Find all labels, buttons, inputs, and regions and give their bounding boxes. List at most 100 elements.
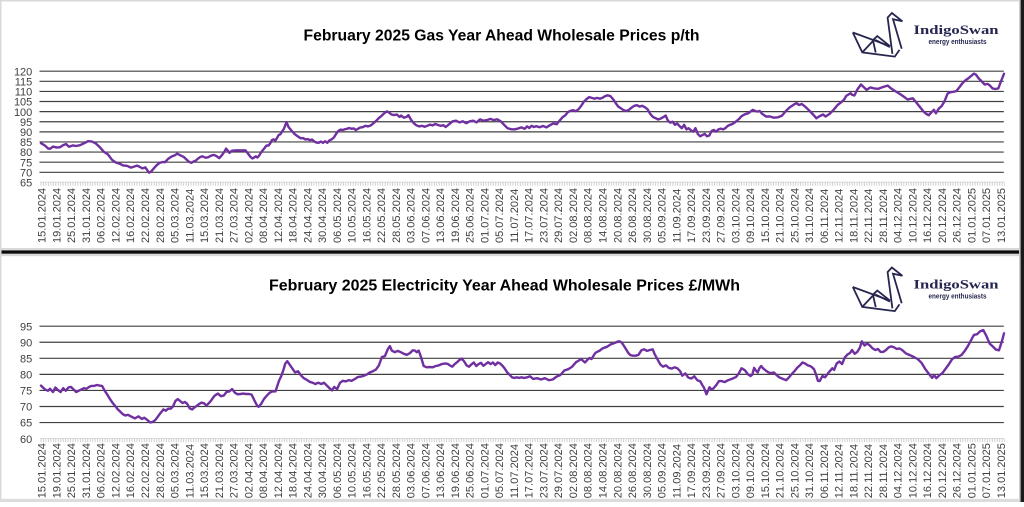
svg-text:75: 75 <box>20 386 32 398</box>
svg-text:04.12.2024: 04.12.2024 <box>893 443 905 498</box>
svg-text:IndigoSwan: IndigoSwan <box>914 277 1000 292</box>
svg-text:29.07.2024: 29.07.2024 <box>553 188 565 243</box>
svg-text:09.10.2024: 09.10.2024 <box>745 443 757 498</box>
svg-text:24.04.2024: 24.04.2024 <box>302 443 314 498</box>
svg-text:17.07.2024: 17.07.2024 <box>524 188 536 243</box>
svg-text:13.01.2025: 13.01.2025 <box>996 188 1008 243</box>
svg-text:25.01.2024: 25.01.2024 <box>66 188 78 243</box>
svg-text:25.10.2024: 25.10.2024 <box>789 188 801 243</box>
svg-text:11.03.2024: 11.03.2024 <box>184 189 196 243</box>
svg-text:15.10.2024: 15.10.2024 <box>760 188 772 243</box>
svg-text:08.04.2024: 08.04.2024 <box>258 188 270 243</box>
svg-text:70: 70 <box>20 402 32 414</box>
svg-text:22.05.2024: 22.05.2024 <box>376 188 388 243</box>
svg-text:16.02.2024: 16.02.2024 <box>125 188 137 243</box>
svg-text:20.12.2024: 20.12.2024 <box>937 188 949 243</box>
svg-text:21.03.2024: 21.03.2024 <box>214 188 226 243</box>
svg-text:110: 110 <box>15 87 33 99</box>
svg-text:90: 90 <box>20 337 32 349</box>
svg-text:08.08.2024: 08.08.2024 <box>583 188 595 243</box>
svg-text:65: 65 <box>20 178 32 190</box>
svg-text:28.11.2024: 28.11.2024 <box>878 444 890 498</box>
svg-text:15.03.2024: 15.03.2024 <box>199 188 211 243</box>
svg-text:11.07.2024: 11.07.2024 <box>509 444 521 498</box>
svg-text:07.01.2025: 07.01.2025 <box>981 443 993 498</box>
svg-text:13.06.2024: 13.06.2024 <box>435 188 447 243</box>
svg-text:28.02.2024: 28.02.2024 <box>155 443 167 498</box>
svg-text:25.06.2024: 25.06.2024 <box>465 188 477 243</box>
svg-text:65: 65 <box>20 418 32 430</box>
svg-text:17.09.2024: 17.09.2024 <box>686 443 698 498</box>
svg-text:15.10.2024: 15.10.2024 <box>760 443 772 498</box>
svg-text:05.07.2024: 05.07.2024 <box>494 443 506 498</box>
svg-text:02.04.2024: 02.04.2024 <box>243 443 255 498</box>
svg-text:26.08.2024: 26.08.2024 <box>627 188 639 243</box>
svg-text:19.06.2024: 19.06.2024 <box>450 188 462 243</box>
svg-text:22.02.2024: 22.02.2024 <box>140 443 152 498</box>
svg-text:01.07.2024: 01.07.2024 <box>479 443 491 498</box>
svg-text:27.09.2024: 27.09.2024 <box>716 188 728 243</box>
svg-text:06.05.2024: 06.05.2024 <box>332 188 344 243</box>
svg-text:18.04.2024: 18.04.2024 <box>288 188 300 243</box>
svg-text:16.12.2024: 16.12.2024 <box>922 188 934 243</box>
svg-text:30.04.2024: 30.04.2024 <box>317 443 329 498</box>
svg-text:12.02.2024: 12.02.2024 <box>111 188 123 243</box>
svg-text:31.01.2024: 31.01.2024 <box>81 188 93 243</box>
svg-text:21.10.2024: 21.10.2024 <box>775 188 787 243</box>
svg-text:10.12.2024: 10.12.2024 <box>907 188 919 243</box>
svg-text:12.04.2024: 12.04.2024 <box>273 443 285 498</box>
svg-text:80: 80 <box>20 370 32 382</box>
svg-text:25.06.2024: 25.06.2024 <box>465 443 477 498</box>
svg-text:21.03.2024: 21.03.2024 <box>214 443 226 498</box>
svg-text:13.06.2024: 13.06.2024 <box>435 443 447 498</box>
svg-text:26.12.2024: 26.12.2024 <box>952 443 964 498</box>
svg-text:28.11.2024: 28.11.2024 <box>878 189 890 243</box>
svg-text:06.02.2024: 06.02.2024 <box>96 188 108 243</box>
svg-text:15.01.2024: 15.01.2024 <box>37 443 49 498</box>
svg-text:IndigoSwan: IndigoSwan <box>914 22 1000 37</box>
svg-text:25.10.2024: 25.10.2024 <box>789 443 801 498</box>
svg-text:18.11.2024: 18.11.2024 <box>848 444 860 498</box>
svg-text:02.08.2024: 02.08.2024 <box>568 188 580 243</box>
svg-text:31.01.2024: 31.01.2024 <box>81 443 93 498</box>
svg-text:27.03.2024: 27.03.2024 <box>229 188 241 243</box>
svg-text:08.08.2024: 08.08.2024 <box>583 443 595 498</box>
svg-text:energy enthusiasts: energy enthusiasts <box>929 39 987 46</box>
svg-text:09.10.2024: 09.10.2024 <box>745 188 757 243</box>
svg-text:23.09.2024: 23.09.2024 <box>701 443 713 498</box>
svg-text:01.01.2025: 01.01.2025 <box>967 188 979 243</box>
svg-text:60: 60 <box>20 434 32 446</box>
svg-text:11.07.2024: 11.07.2024 <box>509 189 521 243</box>
svg-text:05.07.2024: 05.07.2024 <box>494 188 506 243</box>
svg-text:18.11.2024: 18.11.2024 <box>848 189 860 243</box>
svg-text:22.11.2024: 22.11.2024 <box>863 444 875 498</box>
svg-text:95: 95 <box>20 117 32 129</box>
svg-text:01.01.2025: 01.01.2025 <box>967 443 979 498</box>
svg-text:28.02.2024: 28.02.2024 <box>155 188 167 243</box>
svg-text:115: 115 <box>15 77 33 89</box>
svg-text:05.03.2024: 05.03.2024 <box>170 443 182 498</box>
svg-text:30.04.2024: 30.04.2024 <box>317 188 329 243</box>
svg-text:07.06.2024: 07.06.2024 <box>420 188 432 243</box>
svg-text:25.01.2024: 25.01.2024 <box>66 443 78 498</box>
svg-text:06.05.2024: 06.05.2024 <box>332 443 344 498</box>
svg-text:19.06.2024: 19.06.2024 <box>450 443 462 498</box>
svg-text:10.05.2024: 10.05.2024 <box>347 443 359 498</box>
svg-text:80: 80 <box>20 147 32 159</box>
svg-text:11.09.2024: 11.09.2024 <box>671 444 683 498</box>
svg-text:05.09.2024: 05.09.2024 <box>657 443 669 498</box>
svg-text:28.05.2024: 28.05.2024 <box>391 188 403 243</box>
svg-text:26.12.2024: 26.12.2024 <box>952 188 964 243</box>
svg-text:27.03.2024: 27.03.2024 <box>229 443 241 498</box>
svg-text:18.04.2024: 18.04.2024 <box>288 443 300 498</box>
svg-text:22.05.2024: 22.05.2024 <box>376 443 388 498</box>
svg-text:10.05.2024: 10.05.2024 <box>347 188 359 243</box>
svg-text:29.07.2024: 29.07.2024 <box>553 443 565 498</box>
svg-text:19.01.2024: 19.01.2024 <box>52 443 64 498</box>
svg-text:15.03.2024: 15.03.2024 <box>199 443 211 498</box>
svg-text:16.05.2024: 16.05.2024 <box>361 188 373 243</box>
svg-text:February 2025 Electricity Year: February 2025 Electricity Year Ahead Who… <box>269 278 740 295</box>
svg-text:22.02.2024: 22.02.2024 <box>140 188 152 243</box>
svg-text:26.08.2024: 26.08.2024 <box>627 443 639 498</box>
svg-text:13.01.2025: 13.01.2025 <box>996 443 1008 498</box>
